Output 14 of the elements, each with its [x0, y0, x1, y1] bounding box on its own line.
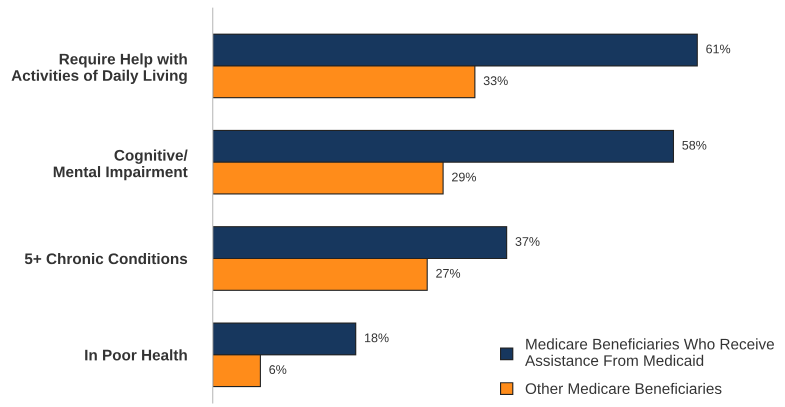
data-label: 18% [365, 333, 389, 342]
y-tick-label: Require Help with Activities of Daily Living [12, 53, 187, 84]
data-label: 58% [682, 140, 706, 150]
data-label: 6% [269, 365, 286, 374]
data-label: 61% [706, 44, 730, 54]
legend-label: Other Medicare Beneficiaries [526, 382, 722, 394]
y-tick-label: Cognitive/ Mental Impairment [54, 150, 188, 180]
data-label: 29% [452, 172, 476, 182]
y-tick-label: 5+ Chronic Conditions [24, 252, 188, 264]
data-label: 33% [484, 76, 508, 86]
data-label: 37% [515, 237, 540, 246]
data-label: 27% [436, 268, 460, 278]
y-tick-label: In Poor Health [85, 349, 187, 360]
legend-label: Medicare Beneficiaries Who Receive Assistance From Medicaid [525, 338, 774, 366]
